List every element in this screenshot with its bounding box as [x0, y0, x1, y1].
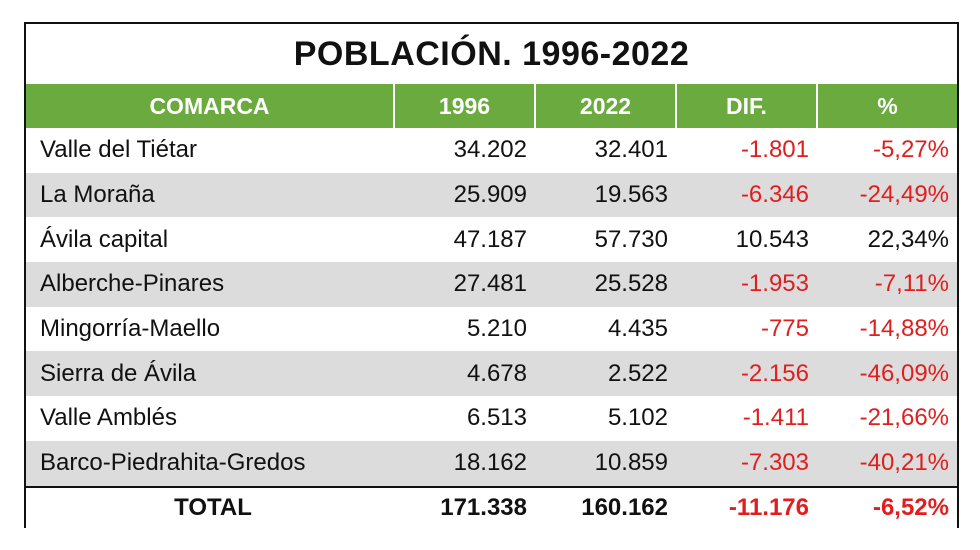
cell-2022: 5.102 — [535, 396, 676, 441]
table-row: Alberche-Pinares 27.481 25.528 -1.953 -7,11% — [26, 262, 957, 307]
total-2022: 160.162 — [535, 485, 676, 529]
cell-comarca: Valle del Tiétar — [26, 128, 394, 173]
cell-pct: 22,34% — [817, 217, 957, 263]
cell-2022: 2.522 — [535, 351, 676, 397]
table-row: Ávila capital 47.187 57.730 10.543 22,34% — [26, 217, 957, 263]
cell-1996: 18.162 — [394, 440, 535, 487]
cell-dif: -1.953 — [676, 262, 817, 307]
cell-comarca: Alberche-Pinares — [26, 262, 394, 307]
header-row: COMARCA 1996 2022 DIF. % — [26, 84, 957, 128]
table-row: Sierra de Ávila 4.678 2.522 -2.156 -46,09% — [26, 351, 957, 397]
total-pct: -6,52% — [817, 485, 957, 529]
population-table: COMARCA 1996 2022 DIF. % Valle del Tiéta… — [26, 84, 957, 529]
cell-pct: -40,21% — [817, 440, 957, 487]
cell-1996: 34.202 — [394, 128, 535, 173]
table-row: Barco-Piedrahita-Gredos 18.162 10.859 -7.30… — [26, 440, 957, 487]
cell-2022: 4.435 — [535, 306, 676, 352]
cell-pct: -24,49% — [817, 172, 957, 218]
cell-2022: 57.730 — [535, 217, 676, 263]
cell-comarca: Valle Amblés — [26, 396, 394, 441]
cell-1996: 5.210 — [394, 306, 535, 352]
cell-dif: -6.346 — [676, 172, 817, 218]
cell-1996: 4.678 — [394, 351, 535, 397]
header-dif: DIF. — [675, 84, 817, 128]
cell-comarca: Barco-Piedrahita-Gredos — [26, 440, 394, 487]
total-dif: -11.176 — [676, 485, 817, 529]
cell-pct: -5,27% — [817, 128, 957, 173]
total-1996: 171.338 — [394, 485, 535, 529]
header-1996: 1996 — [393, 84, 535, 128]
cell-dif: -1.411 — [676, 396, 817, 441]
header-2022: 2022 — [534, 84, 676, 128]
table-row: Mingorría-Maello 5.210 4.435 -775 -14,88% — [26, 306, 957, 352]
total-row: TOTAL 171.338 160.162 -11.176 -6,52% — [26, 485, 957, 529]
cell-comarca: Ávila capital — [26, 217, 394, 263]
header-comarca: COMARCA — [26, 84, 394, 128]
cell-1996: 47.187 — [394, 217, 535, 263]
cell-pct: -21,66% — [817, 396, 957, 441]
table-title: POBLACIÓN. 1996-2022 — [293, 35, 690, 73]
table-row: La Moraña 25.909 19.563 -6.346 -24,49% — [26, 172, 957, 218]
cell-dif: -1.801 — [676, 128, 817, 173]
cell-2022: 32.401 — [535, 128, 676, 173]
cell-dif: -7.303 — [676, 440, 817, 487]
cell-2022: 25.528 — [535, 262, 676, 307]
cell-2022: 19.563 — [535, 172, 676, 218]
table-row: Valle Amblés 6.513 5.102 -1.411 -21,66% — [26, 396, 957, 441]
cell-dif: 10.543 — [676, 217, 817, 263]
cell-pct: -7,11% — [817, 262, 957, 307]
cell-dif: -2.156 — [676, 351, 817, 397]
table-row: Valle del Tiétar 34.202 32.401 -1.801 -5,27% — [26, 128, 957, 173]
cell-2022: 10.859 — [535, 440, 676, 487]
cell-1996: 6.513 — [394, 396, 535, 441]
cell-comarca: La Moraña — [26, 172, 394, 218]
population-table-frame: POBLACIÓN. 1996-2022 COMARCA 1996 2022 D… — [24, 22, 959, 529]
cell-dif: -775 — [676, 306, 817, 352]
cell-pct: -14,88% — [817, 306, 957, 352]
cell-1996: 25.909 — [394, 172, 535, 218]
header-pct: % — [816, 84, 957, 128]
total-label: TOTAL — [26, 485, 394, 529]
cell-comarca: Sierra de Ávila — [26, 351, 394, 397]
cell-comarca: Mingorría-Maello — [26, 306, 394, 352]
cell-1996: 27.481 — [394, 262, 535, 307]
cell-pct: -46,09% — [817, 351, 957, 397]
